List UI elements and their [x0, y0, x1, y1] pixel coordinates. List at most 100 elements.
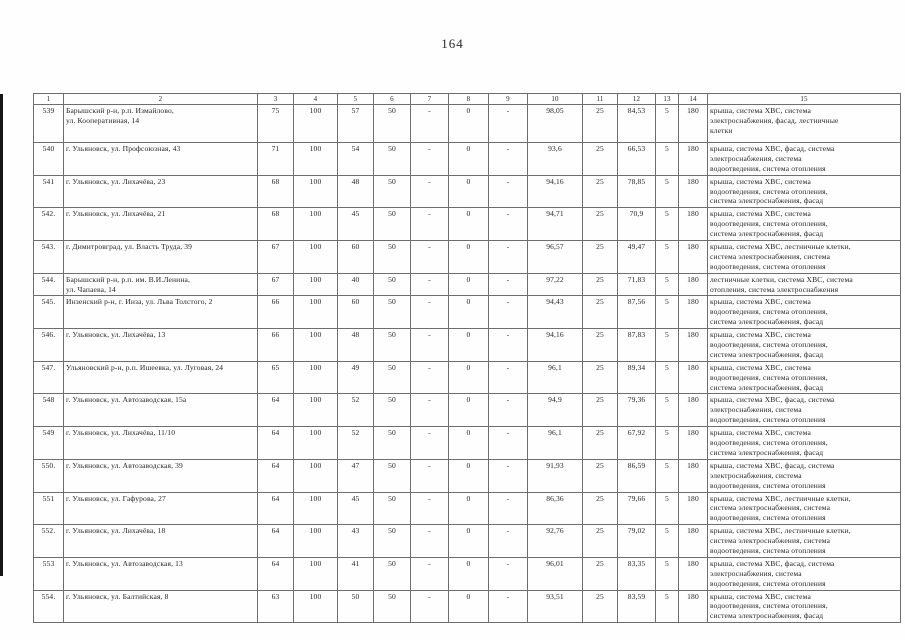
value-cell: 78,85	[617, 174, 656, 209]
value-cell: 94,16	[527, 328, 583, 362]
value-cell: 64	[257, 491, 294, 526]
row-number-cell: 552.	[33, 524, 64, 558]
value-cell: -	[488, 589, 528, 624]
table-row: 550. г. Ульяновск, ул. Автозаводская, 39 6…	[33, 458, 901, 493]
value-cell: 180	[678, 295, 708, 330]
value-cell: -	[488, 272, 528, 297]
value-cell: 0	[448, 393, 489, 428]
value-cell: 25	[582, 589, 618, 624]
value-cell: -	[410, 174, 449, 209]
value-cell: 180	[678, 142, 708, 176]
value-cell: 0	[448, 556, 489, 591]
table-row: 552. г. Ульяновск, ул. Лихачёва, 18 64 100 4…	[33, 524, 901, 558]
value-cell: 50	[373, 556, 411, 591]
value-cell: 67	[257, 240, 294, 274]
value-cell: 52	[337, 393, 374, 428]
value-cell: 180	[678, 556, 708, 591]
table-row: 549 г. Ульяновск, ул. Лихачёва, 11/10 64 10…	[33, 426, 901, 460]
value-cell: 50	[373, 240, 411, 274]
value-cell: 25	[582, 328, 618, 362]
value-cell: -	[488, 328, 528, 362]
value-cell: -	[410, 426, 449, 460]
row-number-cell: 540	[33, 142, 64, 176]
value-cell: 25	[582, 491, 618, 526]
value-cell: 5	[655, 207, 679, 242]
value-cell: -	[488, 556, 528, 591]
value-cell: 180	[678, 272, 708, 297]
value-cell: 25	[582, 142, 618, 176]
value-cell: -	[410, 240, 449, 274]
value-cell: 5	[655, 174, 679, 209]
value-cell: 87,56	[617, 295, 656, 330]
works-list-cell: лестничные клетки, система ХВС, система …	[707, 272, 901, 297]
value-cell: -	[410, 207, 449, 242]
value-cell: 180	[678, 174, 708, 209]
value-cell: 100	[293, 556, 338, 591]
value-cell: 50	[373, 426, 411, 460]
address-cell: г. Ульяновск, ул. Гафурова, 27	[63, 491, 258, 526]
value-cell: 94,9	[527, 393, 583, 428]
value-cell: -	[488, 524, 528, 558]
value-cell: 50	[373, 272, 411, 297]
value-cell: 83,59	[617, 589, 656, 624]
value-cell: 0	[448, 328, 489, 362]
column-number-header-row: 1 2 3 4 5 6 7 8 9 10 11 12 13 14 15	[33, 93, 901, 105]
value-cell: 50	[373, 589, 411, 624]
value-cell: 0	[448, 524, 489, 558]
table-row: 542. г. Ульяновск, ул. Лихачёва, 21 68 100 4…	[33, 207, 901, 242]
works-list-cell: крыша, система ХВС, система водоотведени…	[707, 328, 901, 362]
value-cell: 94,71	[527, 207, 583, 242]
value-cell: 67	[257, 272, 294, 297]
works-list-cell: крыша, система ХВС, фасад, система элект…	[707, 142, 901, 176]
table-row: 539 Барышский р-н, р.п. Измайлово, ул. Ко…	[33, 104, 901, 143]
column-number-header: 1	[33, 93, 64, 105]
value-cell: 48	[337, 174, 374, 209]
value-cell: 5	[655, 426, 679, 460]
address-cell: г. Ульяновск, ул. Лихачёва, 13	[63, 328, 258, 362]
row-number-cell: 546.	[33, 328, 64, 362]
value-cell: 25	[582, 524, 618, 558]
value-cell: 70,9	[617, 207, 656, 242]
address-cell: г. Ульяновск, ул. Лихачёва, 21	[63, 207, 258, 242]
value-cell: 52	[337, 426, 374, 460]
value-cell: 100	[293, 142, 338, 176]
value-cell: -	[488, 491, 528, 526]
column-number-header: 2	[63, 93, 258, 105]
value-cell: 100	[293, 393, 338, 428]
value-cell: 96,1	[527, 426, 583, 460]
table-row: 546. г. Ульяновск, ул. Лихачёва, 13 66 100 4…	[33, 328, 901, 362]
value-cell: 100	[293, 272, 338, 297]
table-row: 545. Инзенский р-н, г. Инза, ул. Льва Тол…	[33, 295, 901, 330]
value-cell: 75	[257, 104, 294, 143]
value-cell: 180	[678, 589, 708, 624]
value-cell: 50	[373, 524, 411, 558]
column-number-header: 3	[257, 93, 294, 105]
value-cell: 87,83	[617, 328, 656, 362]
table-row: 553 г. Ульяновск, ул. Автозаводская, 13 64…	[33, 556, 901, 591]
value-cell: -	[488, 142, 528, 176]
value-cell: 64	[257, 426, 294, 460]
value-cell: -	[410, 272, 449, 297]
row-number-cell: 542.	[33, 207, 64, 242]
value-cell: 5	[655, 295, 679, 330]
value-cell: 47	[337, 458, 374, 493]
value-cell: 180	[678, 393, 708, 428]
works-list-cell: крыша, система ХВС, фасад, система элект…	[707, 393, 901, 428]
value-cell: 50	[337, 589, 374, 624]
value-cell: 64	[257, 524, 294, 558]
value-cell: 5	[655, 524, 679, 558]
value-cell: 49,47	[617, 240, 656, 274]
value-cell: 60	[337, 240, 374, 274]
value-cell: 71	[257, 142, 294, 176]
value-cell: 180	[678, 360, 708, 395]
value-cell: 57	[337, 104, 374, 143]
scan-edge-artifact	[0, 94, 3, 576]
value-cell: 100	[293, 360, 338, 395]
value-cell: -	[410, 328, 449, 362]
value-cell: 66	[257, 295, 294, 330]
column-number-header: 4	[293, 93, 338, 105]
value-cell: 0	[448, 295, 489, 330]
value-cell: 50	[373, 142, 411, 176]
value-cell: 84,53	[617, 104, 656, 143]
